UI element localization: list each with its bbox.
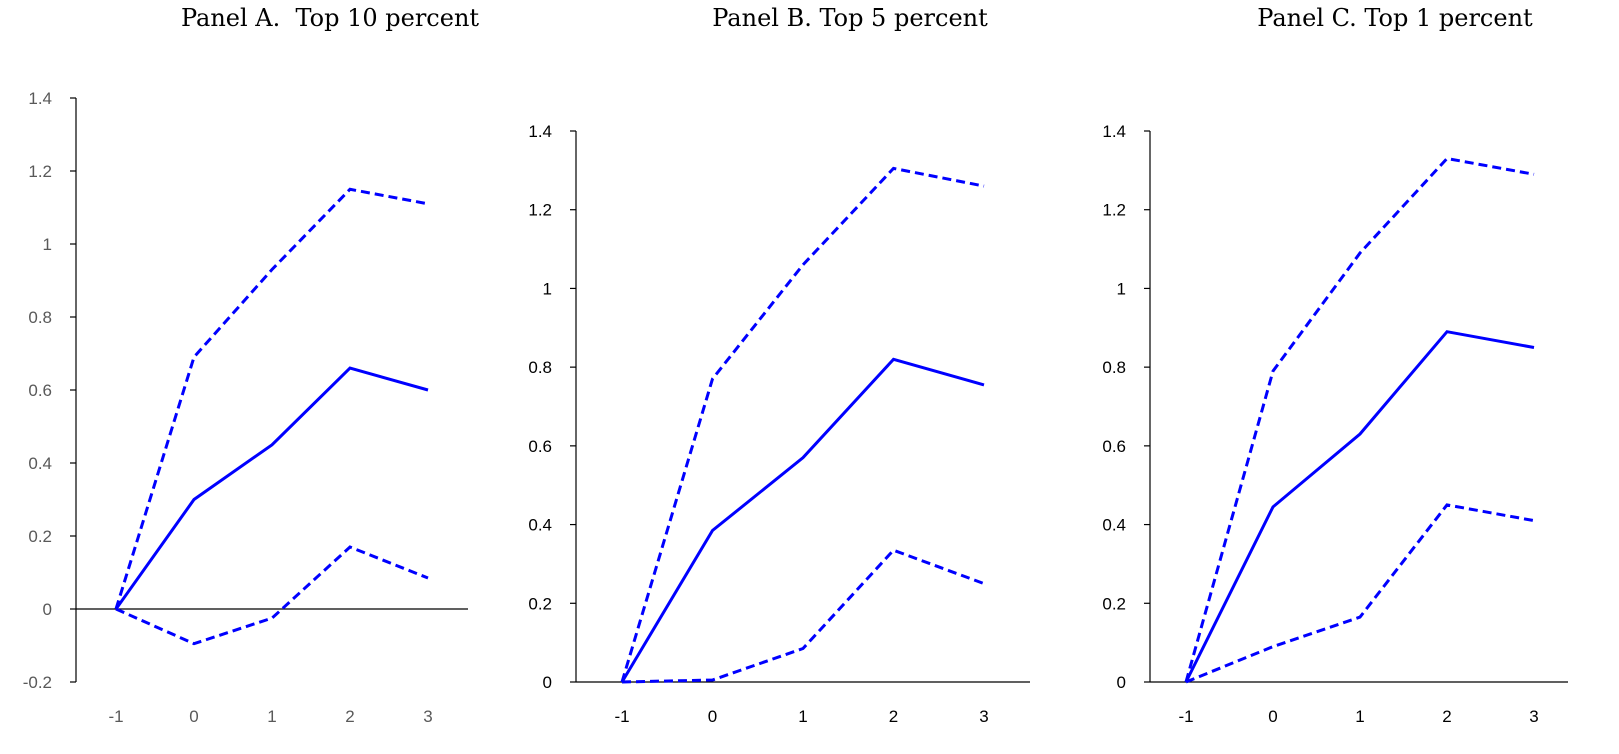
panel-c-y-tick-label: 0 [1117,673,1126,692]
panel-c-x-tick-label: 1 [1355,707,1364,726]
panel-a-estimate-line [114,366,429,610]
panel-b-plot: 0 0.2 0.4 0.6 0.8 1 1.2 1.4 -1 0 1 2 3 [528,122,1030,726]
panel-c-x-tick-label: 3 [1529,707,1538,726]
panel-c: Panel C. Top 1 percent 0 0.2 0.4 0.6 0.8 1 1.2… [1080,0,1619,754]
panel-c-plot: 0 0.2 0.4 0.6 0.8 1 1.2 1.4 -1 0 1 2 3 [1102,122,1568,726]
panel-c-y-tick-label: 1 [1117,279,1126,298]
panel-a-x-tick-label: 0 [189,707,198,726]
panel-a-x-tick-label: 1 [267,707,276,726]
panel-b-y-tick-label: 0.8 [528,358,552,377]
panel-b: Panel B. Top 5 percent 0 0.2 0.4 0.6 0.8 1 1.2… [528,0,1080,754]
panel-b-upper-band-line [620,166,985,683]
panel-a-y-tick-label: 0.8 [28,308,52,327]
panel-a-upper-band-line [114,187,429,610]
panel-c-x-tick-label: -1 [1178,707,1193,726]
panel-b-lower-band-line [621,548,985,684]
panel-b-y-tick-label: 1 [543,279,552,298]
panel-b-x-tick-label: -1 [614,707,629,726]
panel-a-y-tick-label: 0.2 [28,527,52,546]
panel-c-title: Panel C. Top 1 percent [1257,4,1533,32]
panel-a-x-tick-label: 2 [345,707,354,726]
panel-b-y-tick-label: 0.4 [528,516,552,535]
panel-c-y-tick-label: 0.4 [1102,516,1126,535]
panel-b-y-tick-label: 1.2 [528,201,552,220]
panel-a-y-tick-label: 0.4 [28,454,52,473]
panel-a-y-tick-label: 0.6 [28,381,52,400]
panel-c-y-tick-label: 0.8 [1102,358,1126,377]
panel-b-estimate-line [620,357,985,683]
panel-b-y-tick-label: 0 [543,673,552,692]
panel-c-y-tick-label: 0.2 [1102,594,1126,613]
panel-a-x-tick-label: -1 [108,707,123,726]
panel-b-x-tick-label: 0 [708,707,717,726]
panel-a-title: Panel A. Top 10 percent [180,4,480,32]
panel-b-y-tick-label: 0.2 [528,594,552,613]
panel-b-y-tick-label: 0.6 [528,437,552,456]
panel-c-estimate-line [1184,330,1535,683]
panel-c-y-tick-label: 1.2 [1102,201,1126,220]
panel-b-y-tick-label: 1.4 [528,122,552,141]
panel-a-y-tick-label: 0 [43,600,52,619]
panel-a-y-tick-label: -0.2 [23,673,52,692]
panel-a-plot: -0.2 0 0.2 0.4 0.6 0.8 1 1.2 1.4 -1 0 1 2 3 [23,89,468,726]
panel-b-x-tick-label: 3 [979,707,988,726]
panel-a-lower-band-line [115,545,429,646]
panel-a-y-tick-label: 1.4 [28,89,52,108]
panel-c-x-tick-label: 2 [1442,707,1451,726]
panel-c-upper-band-line [1184,156,1535,683]
panel-c-y-tick-label: 0.6 [1102,437,1126,456]
panel-a-y-tick-label: 1 [43,235,52,254]
panel-c-lower-band-line [1185,503,1535,684]
panel-c-x-tick-label: 0 [1268,707,1277,726]
panel-c-y-tick-label: 1.4 [1102,122,1126,141]
panel-a-y-tick-label: 1.2 [28,162,52,181]
panel-b-title: Panel B. Top 5 percent [712,4,988,32]
panel-b-x-tick-label: 2 [889,707,898,726]
panel-a: Panel A. Top 10 percent -0.2 0 0.2 0.4 0.6 0.… [0,0,560,754]
panel-b-x-tick-label: 1 [798,707,807,726]
panel-a-x-tick-label: 3 [423,707,432,726]
